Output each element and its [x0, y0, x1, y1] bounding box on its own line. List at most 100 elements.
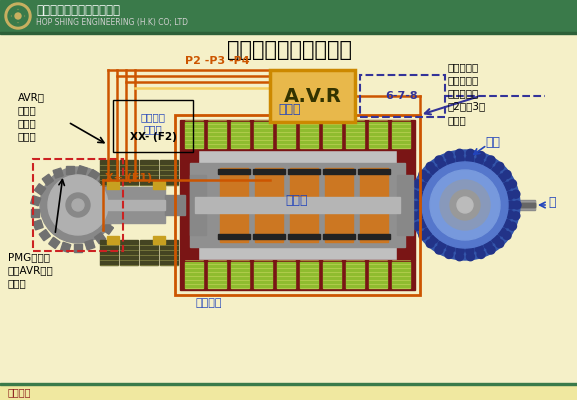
Bar: [323, 203, 355, 208]
Circle shape: [456, 155, 464, 163]
Text: 整流模块: 整流模块: [195, 298, 222, 308]
Circle shape: [496, 240, 504, 248]
Circle shape: [419, 232, 427, 240]
Bar: [220, 199, 236, 211]
Circle shape: [496, 162, 504, 170]
Bar: [31, 209, 39, 217]
Text: 励磁转子
和定子: 励磁转子 和定子: [141, 112, 166, 134]
Bar: [392, 262, 410, 288]
Circle shape: [456, 247, 464, 255]
Bar: [55, 203, 535, 207]
Bar: [113, 100, 193, 152]
Circle shape: [512, 190, 520, 198]
Text: 主定子: 主定子: [279, 103, 301, 116]
Bar: [190, 175, 206, 235]
Circle shape: [430, 167, 438, 175]
Circle shape: [466, 155, 474, 163]
Text: 合成工程（香港）有限公司: 合成工程（香港）有限公司: [36, 4, 120, 16]
Circle shape: [48, 175, 108, 235]
Bar: [208, 122, 226, 148]
Circle shape: [457, 197, 473, 213]
Circle shape: [450, 190, 480, 220]
Circle shape: [445, 152, 453, 160]
Bar: [153, 181, 165, 189]
Circle shape: [498, 228, 506, 236]
Bar: [397, 150, 415, 260]
Circle shape: [410, 190, 418, 198]
Circle shape: [416, 192, 424, 200]
Bar: [0, 383, 577, 384]
Bar: [120, 240, 138, 265]
Bar: [253, 169, 285, 174]
Bar: [220, 168, 248, 242]
Bar: [33, 159, 123, 251]
Circle shape: [492, 167, 500, 175]
Bar: [180, 120, 415, 150]
Bar: [100, 160, 118, 185]
Circle shape: [447, 245, 455, 253]
Circle shape: [506, 210, 514, 218]
Bar: [95, 233, 106, 244]
Circle shape: [66, 193, 90, 217]
Text: HOP SHING ENGINEERING (H.K) CO; LTD: HOP SHING ENGINEERING (H.K) CO; LTD: [36, 18, 188, 28]
Circle shape: [12, 10, 24, 22]
Circle shape: [416, 210, 424, 218]
Bar: [66, 166, 74, 174]
Bar: [107, 181, 119, 189]
Bar: [0, 0, 577, 32]
Circle shape: [445, 250, 453, 258]
Circle shape: [477, 250, 485, 258]
Bar: [253, 234, 285, 239]
Circle shape: [414, 222, 421, 230]
Bar: [195, 197, 400, 213]
Bar: [288, 169, 320, 174]
Bar: [77, 166, 87, 176]
Bar: [277, 262, 295, 288]
Circle shape: [40, 167, 116, 243]
Bar: [346, 262, 364, 288]
Circle shape: [503, 170, 511, 178]
Bar: [254, 262, 272, 288]
Bar: [102, 223, 114, 234]
Bar: [358, 203, 390, 208]
Bar: [0, 32, 577, 34]
Circle shape: [435, 246, 443, 254]
Circle shape: [508, 222, 516, 230]
Bar: [397, 175, 413, 235]
Bar: [358, 169, 390, 174]
Bar: [218, 169, 250, 174]
Text: 发电机基本结构和电路: 发电机基本结构和电路: [227, 40, 353, 60]
Bar: [109, 201, 117, 209]
Bar: [360, 75, 445, 117]
Circle shape: [410, 150, 520, 260]
Bar: [39, 230, 50, 241]
Bar: [42, 174, 54, 185]
Bar: [357, 199, 373, 211]
Circle shape: [419, 170, 427, 178]
Bar: [369, 262, 387, 288]
Text: 轴承: 轴承: [485, 136, 500, 150]
Bar: [100, 187, 165, 223]
Bar: [35, 184, 46, 195]
Circle shape: [440, 180, 490, 230]
Circle shape: [503, 182, 511, 190]
Circle shape: [424, 174, 432, 182]
Circle shape: [414, 180, 421, 188]
Bar: [323, 169, 355, 174]
Text: PMG提供电
源给AVR（安
装时）: PMG提供电 源给AVR（安 装时）: [8, 252, 54, 288]
Bar: [185, 262, 203, 288]
Circle shape: [5, 3, 31, 29]
Circle shape: [456, 149, 463, 157]
Circle shape: [484, 161, 492, 169]
Bar: [61, 242, 71, 252]
Circle shape: [435, 156, 443, 164]
Bar: [300, 262, 318, 288]
Bar: [153, 236, 165, 244]
Bar: [175, 115, 420, 295]
Bar: [198, 199, 214, 211]
Bar: [180, 150, 198, 260]
Circle shape: [487, 156, 495, 164]
Bar: [180, 260, 415, 290]
Bar: [325, 168, 353, 242]
Circle shape: [503, 220, 511, 228]
